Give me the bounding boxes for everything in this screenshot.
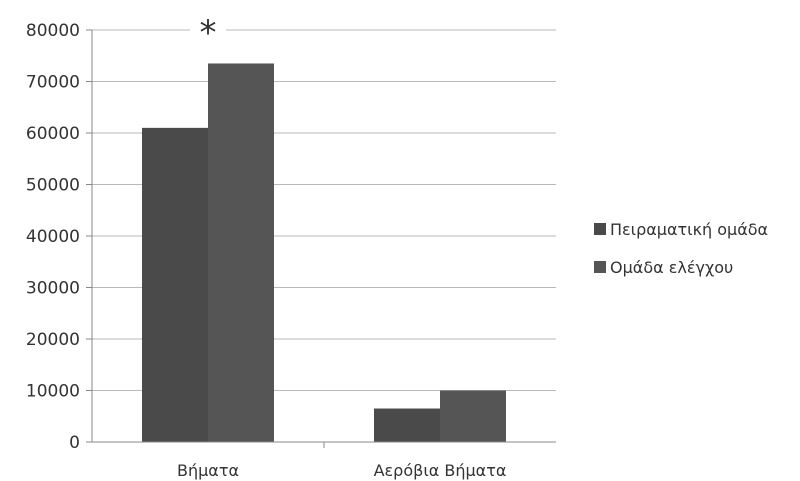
axis-labels: 0 10000 20000 30000 40000 50000 60000 70000 8000… [26,21,507,480]
axes [86,29,556,448]
legend-label: Ομάδα ελέγχου [610,258,733,277]
annotation-background [190,16,226,44]
legend-swatch [594,261,606,273]
legend-label: Πειραματική ομάδα [610,220,768,239]
x-category-label: Αερόβια Βήματα [374,461,507,480]
annotations: * [190,13,226,53]
y-tick-label: 50000 [26,176,80,196]
y-tick-label: 10000 [26,382,80,402]
legend-swatch [594,223,606,235]
bar [374,408,440,442]
legend: Πειραματική ομάδα Ομάδα ελέγχου [594,220,768,277]
y-tick-label: 80000 [26,21,80,41]
significance-marker: * [200,13,217,53]
bars [142,63,506,442]
y-tick-label: 20000 [26,330,80,350]
bar [208,63,274,442]
y-tick-label: 30000 [26,279,80,299]
bar [142,127,208,442]
y-tick-label: 40000 [26,227,80,247]
bar [440,390,506,442]
y-tick-label: 70000 [26,73,80,93]
y-tick-label: 0 [69,433,80,453]
y-tick-label: 60000 [26,124,80,144]
x-category-label: Βήματα [177,461,239,480]
